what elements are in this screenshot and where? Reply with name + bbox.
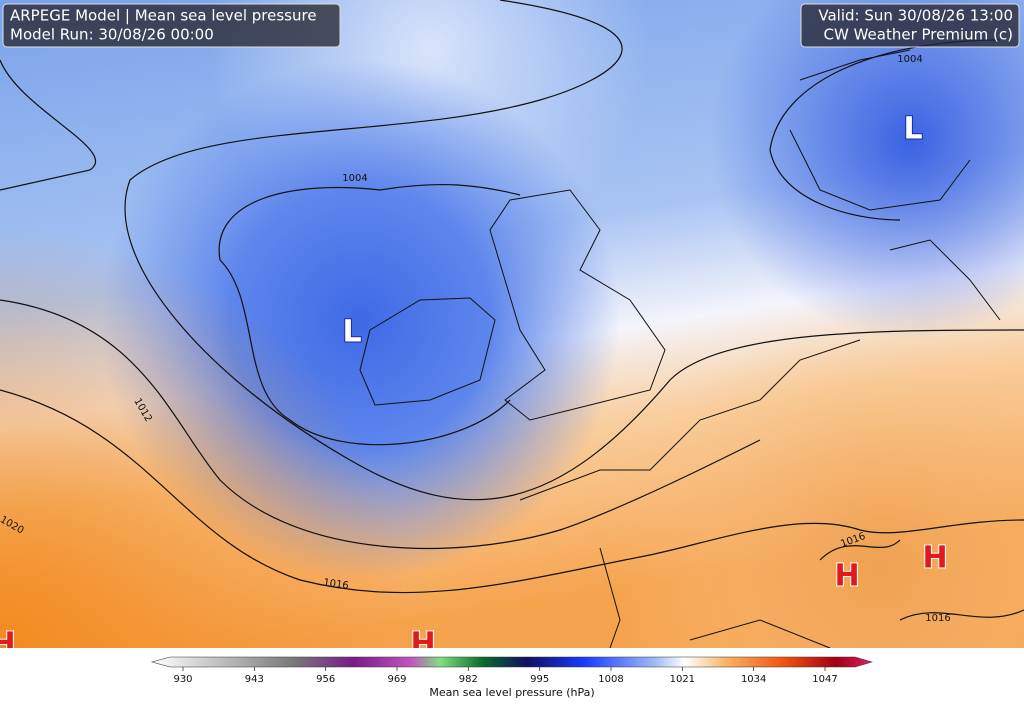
- title: ARPEGE Model | Mean sea level pressure: [10, 7, 317, 25]
- valid-box: [800, 3, 1020, 48]
- colorbar-label: Mean sea level pressure (hPa): [429, 686, 594, 699]
- colorbar-tick-label: 1008: [598, 674, 623, 685]
- colorbar-tick-label: 1034: [741, 674, 766, 685]
- model-run: Model Run: 30/08/26 00:00: [10, 26, 214, 44]
- isobar-label: 1004: [897, 54, 922, 65]
- credit: CW Weather Premium (c): [824, 26, 1013, 44]
- colorbar-tick-label: 982: [459, 674, 478, 685]
- isobar-label: 1016: [925, 613, 950, 624]
- colorbar: Mean sea level pressure (hPa) 930 943 956 9…: [150, 656, 874, 699]
- high-center: H: [834, 559, 859, 594]
- colorbar-tick-label: 995: [530, 674, 549, 685]
- isobar-label: 1004: [342, 173, 367, 184]
- colorbar-tick-label: 969: [387, 674, 406, 685]
- high-center: H: [922, 541, 947, 576]
- colorbar-tick-label: 1021: [670, 674, 695, 685]
- valid-time: Valid: Sun 30/08/26 13:00: [818, 7, 1013, 25]
- low-center: L: [342, 315, 361, 350]
- colorbar-tick-label: 1047: [812, 674, 837, 685]
- colorbar-tick-label: 943: [245, 674, 264, 685]
- colorbar-tick-label: 956: [316, 674, 335, 685]
- low-center: L: [903, 112, 922, 147]
- colorbar-tick-label: 930: [173, 674, 192, 685]
- map: 1004 1004 1012 1020 1016 1016 1016 L L H…: [0, 0, 1024, 663]
- title-box: [2, 3, 341, 48]
- isobar-label: 1016: [323, 577, 350, 591]
